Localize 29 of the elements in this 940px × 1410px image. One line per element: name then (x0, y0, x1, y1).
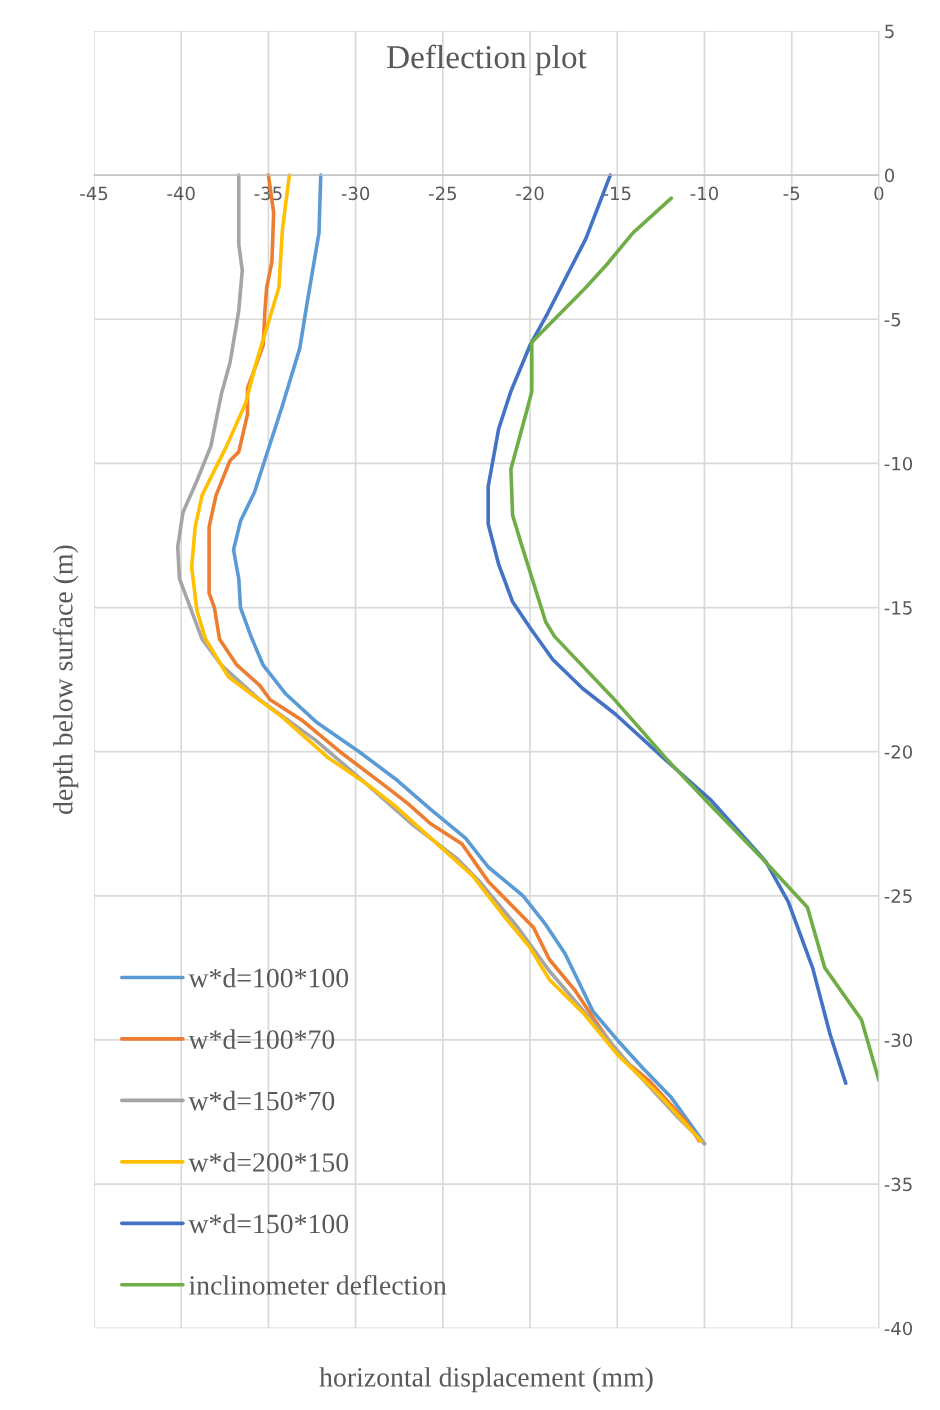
x-tick-label: -45 (80, 186, 108, 201)
y-tick-label: -20 (884, 745, 913, 759)
x-tick-label: -25 (428, 186, 457, 201)
legend-label: w*d=100*100 (188, 967, 349, 988)
x-tick-label: 0 (874, 186, 884, 201)
legend-label: w*d=200*150 (188, 1152, 349, 1172)
y-tick-label: -5 (884, 312, 901, 327)
x-tick-label: -40 (167, 186, 195, 201)
y-tick-label: -25 (884, 889, 912, 903)
y-tick-label: -35 (884, 1177, 912, 1192)
legend-label: w*d=100*70 (188, 1029, 335, 1049)
x-tick-label: -30 (341, 186, 370, 201)
x-tick-label: -15 (603, 186, 631, 201)
legend-label: inclinometer deflection (189, 1274, 447, 1295)
line-series (486, 173, 848, 1085)
chart-title: Deflection plot (386, 44, 587, 76)
legend-label: w*d=150*100 (188, 1213, 349, 1234)
y-tick-label: -30 (884, 1033, 913, 1048)
y-tick-label: -40 (884, 1321, 913, 1336)
y-tick-label: 5 (885, 24, 894, 39)
x-axis-title: horizontal displacement (mm) (319, 1367, 653, 1393)
legend-label: w*d=150*70 (188, 1090, 335, 1111)
y-tick-label: 0 (884, 168, 895, 183)
y-tick-label: -15 (884, 601, 912, 615)
y-tick-label: -10 (884, 456, 913, 471)
x-tick-label: -5 (783, 186, 800, 201)
x-tick-label: -10 (690, 186, 719, 201)
x-tick-label: -20 (516, 186, 544, 201)
y-axis-title: depth below surface (m) (52, 545, 79, 814)
